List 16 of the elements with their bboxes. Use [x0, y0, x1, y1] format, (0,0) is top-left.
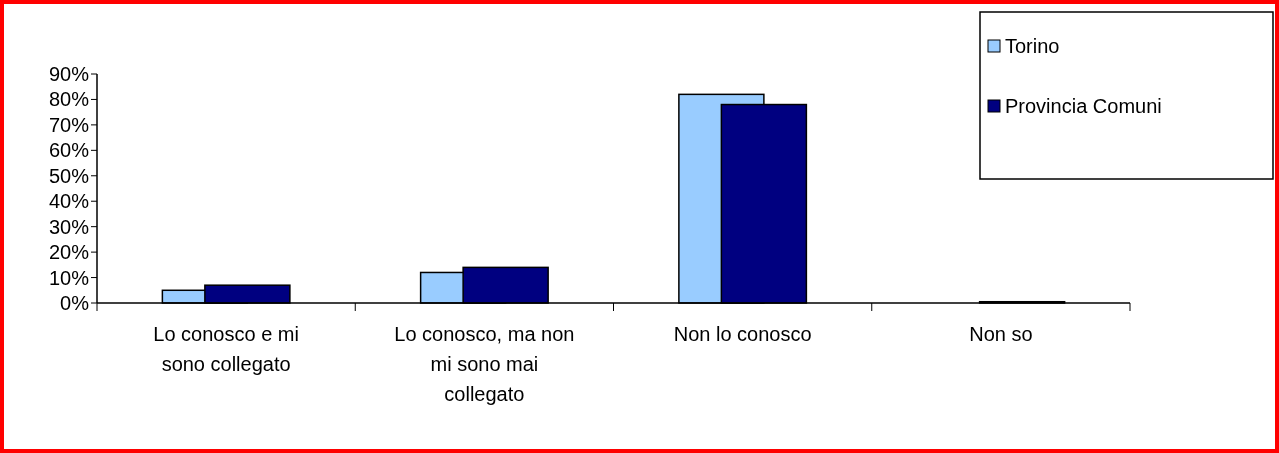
y-tick-label: 90% [48, 63, 90, 85]
x-tick-label: Non lo conosco [673, 323, 812, 345]
y-tick-label: 10% [48, 266, 90, 289]
x-tick-label: Lo conosco, ma non mi sono mai collegato [394, 323, 575, 405]
y-tick-label: 80% [48, 88, 90, 111]
y-tick-label: 0% [60, 292, 90, 314]
y-tick-label: 50% [48, 164, 90, 187]
x-tick-label: Lo conosco e mi sono collegato [153, 323, 299, 375]
y-tick-label: 60% [48, 139, 90, 162]
y-tick-label: 30% [48, 215, 90, 238]
y-tick-label: 40% [48, 190, 90, 213]
x-tick-label: Non so [969, 323, 1033, 345]
legend-label: Provincia Comuni [1005, 95, 1162, 117]
y-tick-label: 70% [48, 113, 90, 136]
legend-label: Torino [1005, 35, 1060, 57]
y-tick-label: 20% [48, 241, 90, 264]
